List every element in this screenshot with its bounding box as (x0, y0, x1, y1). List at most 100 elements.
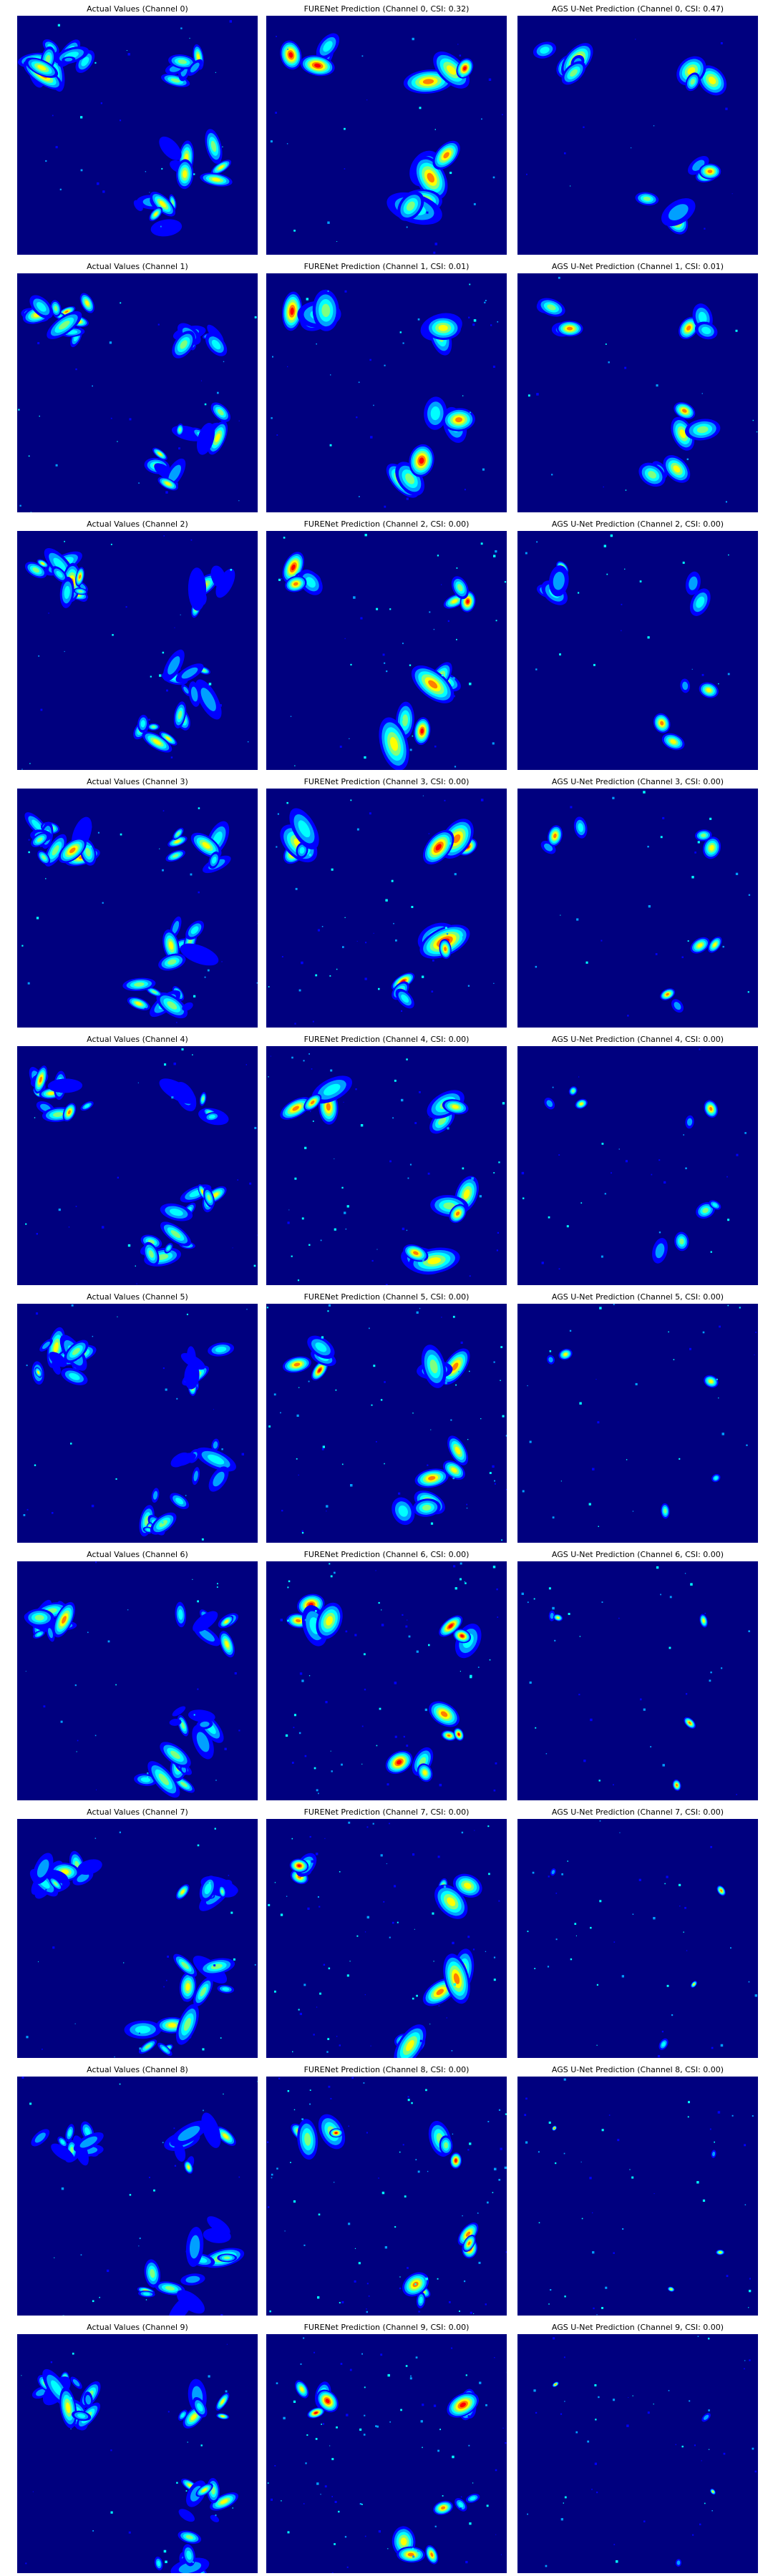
echo-speckle (643, 2520, 646, 2522)
echo-speckle (52, 114, 54, 117)
echo-blob (143, 2292, 150, 2296)
echo-blob (77, 1859, 102, 1875)
echo-speckle (351, 2077, 354, 2079)
panel-cell: Actual Values (Channel 2) (17, 515, 258, 773)
echo-speckle (392, 1921, 394, 1924)
echo-speckle (192, 1579, 193, 1580)
echo-blob (162, 2046, 168, 2052)
echo-blob (407, 2552, 414, 2557)
echo-speckle (545, 2565, 548, 2567)
echo-blob (181, 1722, 185, 1729)
echo-blob (169, 1718, 182, 1726)
echo-blob (690, 79, 695, 85)
echo-speckle (495, 620, 497, 622)
echo-speckle (535, 965, 538, 968)
echo-speckle (533, 2389, 536, 2392)
echo-speckle (313, 2034, 315, 2036)
echo-blob (697, 943, 703, 948)
echo-blob (42, 855, 46, 860)
echo-blob (458, 2502, 464, 2508)
echo-speckle (278, 578, 281, 581)
echo-speckle (326, 2051, 329, 2053)
echo-speckle (176, 1397, 178, 1400)
echo-blob (402, 714, 409, 726)
echo-speckle (166, 689, 168, 692)
echo-speckle (694, 2444, 696, 2446)
echo-speckle (225, 2390, 228, 2393)
radar-image (517, 789, 758, 1028)
echo-speckle (494, 1483, 496, 1485)
echo-speckle (601, 1255, 603, 1258)
echo-blob (172, 921, 180, 934)
echo-speckle (275, 112, 277, 114)
echo-speckle (392, 879, 394, 882)
echo-speckle (663, 1181, 666, 1184)
echo-speckle (679, 1458, 681, 1460)
echo-speckle (369, 812, 371, 815)
echo-speckle (272, 356, 273, 358)
radar-background (17, 1819, 258, 2058)
echo-speckle (366, 2132, 368, 2134)
panel-title: Actual Values (Channel 8) (87, 2065, 188, 2074)
echo-speckle (459, 54, 462, 57)
echo-speckle (422, 1259, 424, 1262)
echo-speckle (449, 2301, 451, 2303)
echo-speckle (171, 1096, 174, 1099)
echo-speckle (276, 846, 278, 848)
echo-speckle (350, 799, 352, 801)
echo-speckle (469, 2522, 472, 2525)
echo-speckle (478, 2261, 481, 2264)
echo-speckle (198, 891, 200, 894)
echo-speckle (548, 1875, 550, 1878)
echo-speckle (405, 2365, 408, 2367)
panel-title: AGS U-Net Prediction (Channel 0, CSI: 0.… (551, 4, 724, 14)
echo-speckle (592, 1468, 595, 1470)
echo-blob (444, 947, 447, 952)
echo-speckle (462, 936, 465, 939)
echo-speckle (186, 1313, 188, 1315)
echo-speckle (480, 542, 483, 545)
echo-speckle (296, 1458, 298, 1460)
echo-speckle (92, 2530, 94, 2532)
echo-speckle (685, 1167, 687, 1169)
echo-speckle (373, 404, 374, 406)
panel-cell: FURENet Prediction (Channel 6, CSI: 0.00… (266, 1546, 507, 1803)
echo-blob (59, 321, 70, 330)
echo-speckle (287, 1619, 289, 1622)
echo-blob (172, 1706, 186, 1717)
echo-speckle (299, 1672, 303, 1675)
echo-blob (540, 47, 550, 54)
echo-speckle (485, 300, 487, 301)
echo-speckle (42, 2049, 43, 2050)
echo-speckle (378, 1601, 380, 1604)
echo-blob (167, 1001, 178, 1010)
echo-speckle (280, 1412, 281, 1414)
echo-blob (187, 2165, 190, 2170)
echo-blob (223, 2133, 228, 2139)
echo-speckle (276, 36, 277, 37)
echo-speckle (400, 2409, 402, 2411)
echo-speckle (384, 1381, 386, 1383)
echo-speckle (427, 1464, 429, 1466)
echo-speckle (291, 1056, 293, 1059)
echo-speckle (622, 2228, 624, 2230)
echo-speckle (26, 1365, 28, 1367)
echo-speckle (245, 1064, 247, 1065)
echo-speckle (456, 567, 458, 569)
echo-speckle (112, 634, 114, 636)
echo-speckle (407, 1177, 409, 1179)
echo-speckle (603, 545, 606, 547)
echo-speckle (309, 2103, 311, 2105)
echo-speckle (668, 1331, 669, 1333)
echo-blob (326, 1616, 333, 1626)
echo-speckle (536, 393, 539, 396)
echo-speckle (426, 211, 429, 214)
radar-image (266, 1046, 507, 1285)
echo-speckle (547, 1966, 550, 1968)
echo-speckle (361, 2504, 363, 2505)
echo-speckle (358, 2262, 361, 2265)
echo-speckle (293, 230, 296, 232)
radar-background (266, 16, 507, 255)
echo-speckle (26, 2036, 29, 2039)
echo-speckle (311, 1860, 314, 1863)
